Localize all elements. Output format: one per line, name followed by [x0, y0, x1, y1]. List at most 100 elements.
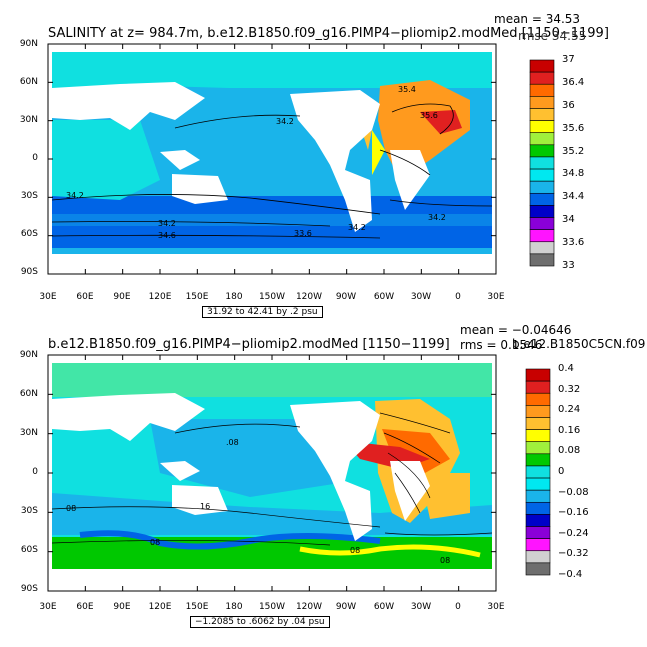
top-southern-ocean [52, 196, 492, 248]
top-range-box: 31.92 to 42.41 by .2 psu [202, 306, 323, 318]
bottom-range-box: −1.2085 to .6062 by .04 psu [190, 616, 330, 628]
contour-label: 34.2 [348, 223, 366, 232]
colorbar-label: 0 [558, 466, 565, 477]
colorbar-swatch [525, 405, 551, 418]
top-continents [52, 82, 492, 262]
colorbar-swatch [525, 465, 551, 479]
contour-label: .08 [226, 438, 239, 447]
colorbar-swatch [529, 156, 555, 170]
colorbar-swatch [525, 538, 551, 552]
colorbar-swatch [529, 180, 555, 194]
colorbar-swatch [525, 514, 551, 527]
x-tick-label: 180 [225, 602, 243, 612]
top-map-panel: SALINITY at z= 984.7m, b.e12.B1850.f09_g… [0, 0, 647, 323]
colorbar-swatch [525, 489, 551, 503]
bottom-contours [51, 412, 493, 546]
bottom-continents [52, 393, 492, 577]
x-tick-label: 90E [113, 292, 131, 302]
y-tick-label: 90N [19, 350, 38, 360]
bottom-pacific-deep [150, 419, 340, 497]
colorbar-swatch [529, 253, 555, 267]
colorbar-swatch [529, 83, 555, 97]
colorbar-label: −0.08 [558, 486, 589, 498]
colorbar-label: 34 [562, 214, 575, 226]
colorbar-swatch [525, 453, 551, 467]
colorbar-swatch [525, 417, 551, 430]
colorbar-swatch [529, 96, 555, 109]
colorbar-swatch [529, 108, 555, 121]
top-atlantic-peak [420, 110, 462, 134]
x-tick-label: 30E [487, 602, 505, 612]
colorbar-swatch [525, 477, 551, 491]
colorbar-swatch [525, 392, 551, 406]
x-tick-label: 90E [113, 602, 131, 612]
bottom-colorbar [525, 368, 551, 576]
colorbar-swatch [529, 192, 555, 206]
top-rmse-stat: rmse 34.55 [518, 29, 587, 43]
top-contours [51, 103, 493, 239]
bottom-case2-label: b.e12.B1850C5CN.f09 [512, 337, 646, 351]
colorbar-label: −0.24 [558, 527, 589, 539]
x-tick-label: 90W [335, 292, 357, 302]
bottom-map-plot: 08 .08 16 08 08 08 [47, 354, 551, 592]
y-tick-label: 60N [19, 389, 38, 399]
colorbar-label: 35.2 [562, 145, 585, 157]
colorbar-swatch [529, 71, 555, 85]
x-tick-label: 90W [335, 602, 357, 612]
y-tick-label: 0 [32, 467, 38, 477]
bottom-map-title: b.e12.B1850.f09_g16.PIMP4−pliomip2.modMe… [48, 337, 450, 352]
x-tick-label: 150W [258, 292, 286, 302]
y-tick-label: 90S [20, 267, 38, 277]
colorbar-label: −0.16 [558, 507, 589, 519]
contour-label: 34.6 [158, 231, 176, 240]
colorbar-label: 0.08 [558, 445, 581, 457]
colorbar-label: 0.16 [558, 424, 581, 436]
y-tick-label: 30S [20, 191, 38, 201]
y-tick-label: 30N [19, 115, 38, 125]
x-tick-label: 0 [455, 602, 461, 612]
colorbar-swatch [525, 441, 551, 455]
x-tick-label: 60E [76, 292, 94, 302]
colorbar-swatch [529, 168, 555, 182]
colorbar-swatch [525, 368, 551, 382]
x-tick-label: 120E [148, 602, 172, 612]
contour-label: 35.4 [398, 85, 416, 94]
top-indian-ocean [52, 120, 160, 200]
top-map-plot: 35.4 34.2 35.6 34.2 34.2 34.6 33.6 34.2 … [47, 43, 555, 275]
x-tick-label: 60E [76, 602, 94, 612]
x-tick-label: 0 [455, 292, 461, 302]
colorbar-label: 0.4 [558, 363, 574, 374]
y-tick-label: 30N [19, 428, 38, 438]
contour-label: 08 [350, 546, 360, 555]
y-tick-label: 0 [32, 153, 38, 163]
top-mean-stat: mean = 34.53 [494, 12, 581, 26]
x-tick-label: 150E [185, 292, 209, 302]
x-tick-label: 60W [373, 602, 395, 612]
x-tick-label: 180 [225, 292, 243, 302]
colorbar-swatch [529, 205, 555, 218]
colorbar-swatch [525, 501, 551, 515]
colorbar-label: 33.6 [562, 237, 585, 249]
bottom-southern-mix [52, 537, 492, 569]
x-tick-label: 30E [39, 292, 57, 302]
colorbar-swatch [525, 429, 551, 443]
top-ticks [47, 43, 497, 275]
bottom-mean-stat: mean = −0.04646 [460, 323, 572, 337]
x-tick-label: 30W [410, 602, 432, 612]
contour-label: 16 [200, 502, 210, 511]
colorbar-swatch [529, 217, 555, 230]
x-tick-label: 150W [258, 602, 286, 612]
contour-label: 08 [66, 504, 76, 513]
colorbar-label: −0.4 [558, 569, 583, 580]
colorbar-label: 36.4 [562, 76, 585, 88]
y-tick-label: 90S [20, 584, 38, 594]
bottom-rms-stat: rms = 0.1546 [460, 338, 543, 352]
x-tick-label: 120E [148, 292, 172, 302]
contour-label: 08 [150, 538, 160, 547]
colorbar-label: 34.8 [562, 168, 585, 180]
x-tick-label: 120W [295, 292, 323, 302]
contour-label: 34.2 [428, 213, 446, 222]
colorbar-label: 34.4 [562, 191, 585, 203]
colorbar-swatch [529, 59, 555, 73]
colorbar-swatch [525, 562, 551, 576]
